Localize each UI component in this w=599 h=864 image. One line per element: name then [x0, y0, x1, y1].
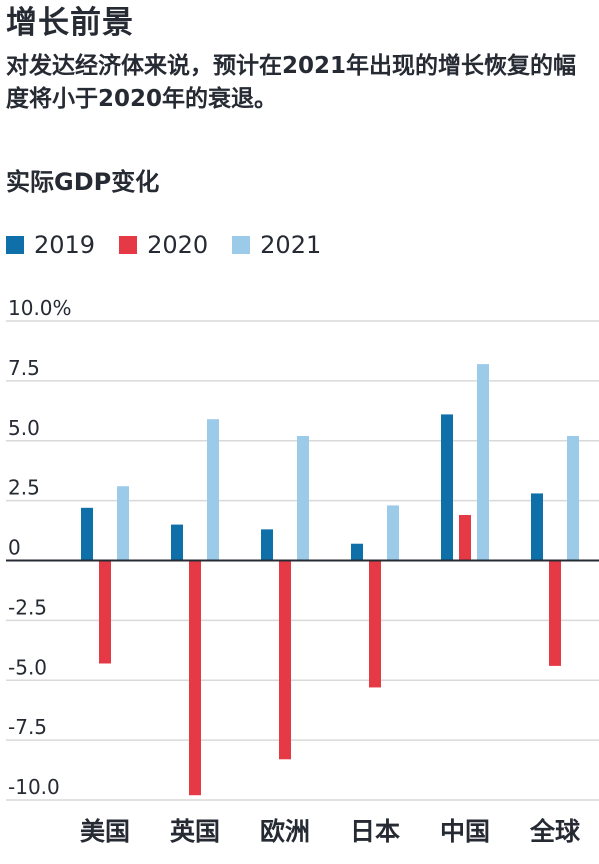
- y-tick-label: 2.5: [8, 476, 40, 500]
- page-subtitle: 对发达经济体来说，预计在2021年出现的增长恢复的幅度将小于2020年的衰退。: [6, 53, 577, 112]
- y-tick-label: 7.5: [8, 356, 40, 380]
- bar-2020-3: [369, 560, 381, 688]
- bar-2019-2: [261, 529, 273, 561]
- bar-2020-5: [549, 560, 561, 666]
- x-category-label: 全球: [529, 817, 581, 846]
- bar-2021-3: [387, 505, 399, 561]
- bar-2020-2: [279, 560, 291, 760]
- x-category-label: 欧洲: [260, 817, 310, 846]
- bar-2020-0: [99, 560, 111, 664]
- bar-2021-5: [567, 435, 579, 561]
- legend-label-2020: 2020: [147, 231, 209, 259]
- bar-2019-0: [81, 507, 93, 561]
- legend-item-2020: 2020: [119, 230, 208, 260]
- bar-2019-1: [171, 524, 183, 561]
- x-category-label: 英国: [170, 817, 220, 846]
- x-category-label: 日本: [350, 817, 400, 846]
- bar-2019-3: [351, 543, 363, 561]
- chart-legend: 2019 2020 2021: [6, 230, 345, 260]
- x-category-label: 中国: [440, 817, 490, 846]
- legend-label-2021: 2021: [260, 231, 322, 259]
- chart-title: 实际GDP变化: [6, 168, 160, 196]
- y-tick-label: -7.5: [8, 715, 47, 739]
- y-tick-label: -5.0: [8, 655, 47, 679]
- bar-2020-1: [189, 560, 201, 796]
- bar-chart: 10.0% 7.5 5.0 2.5 0 -2.5 -5.0 -7.5 -10.0 美国 英国 欧洲 日本…: [6, 296, 599, 846]
- bar-2021-0: [117, 486, 129, 561]
- bar-2021-4: [477, 364, 489, 561]
- legend-item-2019: 2019: [6, 230, 95, 260]
- bar-2019-4: [441, 414, 453, 561]
- legend-label-2019: 2019: [34, 231, 96, 259]
- bar-2020-4: [459, 514, 471, 561]
- bar-2021-1: [207, 419, 219, 561]
- bar-2019-5: [531, 493, 543, 561]
- y-tick-label: 10.0%: [8, 296, 72, 320]
- page-title: 增长前景: [6, 5, 134, 41]
- y-tick-label: 0: [8, 536, 21, 560]
- legend-swatch-2020: [119, 236, 138, 254]
- x-category-label: 美国: [80, 817, 130, 846]
- legend-item-2021: 2021: [232, 230, 321, 260]
- legend-swatch-2019: [6, 236, 24, 254]
- y-tick-label: 5.0: [8, 416, 40, 440]
- y-tick-label: -10.0: [8, 775, 60, 799]
- legend-swatch-2021: [232, 236, 251, 254]
- bar-2021-2: [297, 435, 309, 561]
- y-tick-label: -2.5: [8, 595, 47, 619]
